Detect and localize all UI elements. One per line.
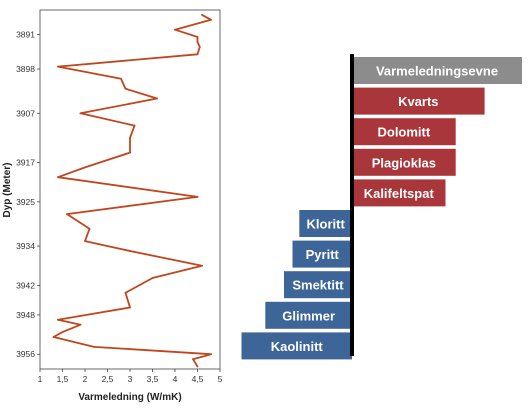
y-tick-label: 3942 [16,280,35,290]
line-plot-frame [39,9,221,370]
data-point [84,166,86,169]
data-point [196,195,199,198]
data-point [88,227,91,230]
data-point [93,345,95,348]
bar-label: Plagioklas [372,155,436,170]
bar-label: Kloritt [307,217,346,232]
x-tick-label: 1 [38,374,43,384]
data-point [84,240,86,243]
bar-kaolinitt [241,332,352,360]
x-tick-label: 1,5 [57,374,69,384]
x-axis-label: Varmeledning (W/mK) [78,392,181,403]
data-point [124,291,127,294]
bar-dolomitt [352,118,456,146]
x-axis-ticks: 1 1,5 2 2,5 3 3,5 4 4,5 5 [38,369,223,384]
data-point [196,365,199,368]
bar-smektitt [284,271,352,299]
x-tick-label: 3,5 [147,374,159,384]
bars: Varmeledningsevne Kvarts Dolomitt Plagiokla… [241,57,522,360]
data-point [201,14,203,16]
data-point [124,87,127,90]
y-tick-label: 3948 [16,310,35,320]
data-point [129,306,131,309]
data-point [156,97,158,100]
bar-glimmer [265,301,352,329]
data-point [57,176,59,179]
data-point [52,336,55,338]
data-point [192,358,194,361]
data-point [196,53,199,56]
y-tick-label: 3907 [16,108,35,118]
y-tick-label: 3925 [16,197,35,207]
mineral-correlation-bar-chart: Varmeledningsevne Kvarts Dolomitt Plagiokla… [241,54,522,360]
bar-pyritt [292,240,352,268]
y-tick-label: 3891 [16,30,35,40]
bar-label: Kalifeltspat [364,186,435,201]
bar-label: Pyritt [306,247,340,262]
data-point [196,36,199,38]
depth-conductivity-line-chart: 3891 3898 3907 3917 3925 3934 3942 3948 3956 1 1,… [2,9,223,403]
data-point [57,318,59,321]
bar-label: Varmeledningsevne [376,64,498,79]
x-tick-label: 2 [83,374,88,384]
bar-label: Smektitt [292,278,344,293]
bar-kloritt [299,210,352,237]
data-point [198,45,201,48]
data-point [210,353,212,356]
bar-plagioklas [352,148,456,176]
bar-label: Kaolinitt [271,339,324,354]
y-tick-label: 3934 [16,241,35,251]
bar-kvarts [352,87,485,115]
data-point [129,250,131,252]
x-tick-label: 2,5 [102,374,114,384]
series-points [52,14,212,368]
data-point [196,41,199,43]
y-axis-ticks: 3891 3898 3907 3917 3925 3934 3942 3948 3956 [16,30,40,359]
data-point [151,277,154,279]
data-point [174,28,176,31]
data-point [133,124,136,127]
bar-label: Kvarts [398,94,438,109]
data-point [57,65,59,68]
bar-varmeledningsevne [352,57,522,84]
bar-label: Dolomitt [377,125,430,140]
data-point [79,112,82,115]
data-point [66,213,68,215]
x-tick-label: 5 [218,374,223,384]
bar-kalifeltspat [352,179,446,207]
x-tick-label: 4,5 [192,374,204,384]
x-tick-label: 4 [173,374,178,384]
data-point [129,136,131,139]
y-axis-label: Dyp (Meter) [2,162,13,217]
y-tick-label: 3956 [16,349,35,359]
data-point [129,151,131,154]
bar-label: Glimmer [282,308,335,323]
data-point [210,18,212,21]
conductivity-series-line [52,14,212,367]
data-point [120,77,122,80]
x-tick-label: 3 [128,374,133,384]
data-point [201,264,203,267]
data-point [79,323,82,326]
data-point [61,331,64,334]
y-tick-label: 3917 [16,157,35,167]
y-tick-label: 3898 [16,64,35,74]
